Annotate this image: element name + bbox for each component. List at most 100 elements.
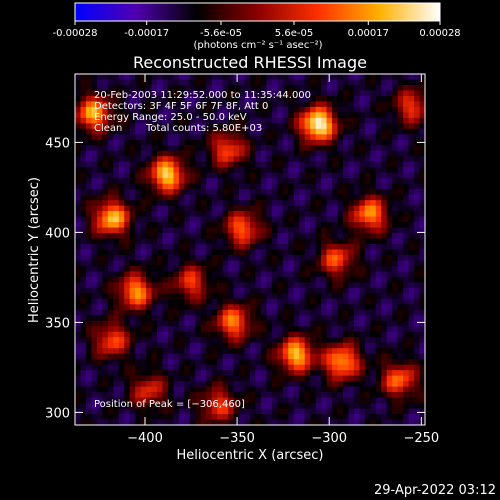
heatmap-cell: [364, 364, 371, 371]
heatmap-cell: [75, 265, 82, 273]
heatmap-cell: [146, 150, 153, 157]
heatmap-cell: [266, 172, 273, 179]
heatmap-cell: [206, 79, 213, 86]
heatmap-cell: [288, 167, 295, 174]
heatmap-cell: [299, 216, 306, 223]
heatmap-cell: [151, 84, 158, 92]
heatmap-cell: [75, 216, 82, 223]
heatmap-cell: [85, 227, 93, 234]
heatmap-cell: [266, 134, 273, 141]
heatmap-cell: [167, 194, 175, 201]
heatmap-cell: [189, 161, 196, 168]
heatmap-cell: [157, 112, 164, 119]
heatmap-cell: [321, 178, 328, 185]
heatmap-cell: [266, 90, 273, 97]
heatmap-cell: [184, 364, 191, 371]
heatmap-cell: [419, 353, 425, 360]
heatmap-cell: [228, 139, 235, 146]
heatmap-cell: [321, 271, 328, 278]
heatmap-cell: [348, 194, 355, 201]
heatmap-cell: [85, 233, 93, 240]
heatmap-cell: [414, 150, 421, 157]
heatmap-cell: [299, 304, 306, 311]
colorbar-ticks: -0.00028 -0.00017 -5.6e-05 5.6e-05 0.00017 0.…: [53, 21, 461, 39]
heatmap-cell: [255, 315, 262, 322]
heatmap-cell: [135, 298, 142, 305]
heatmap-cell: [75, 205, 82, 212]
heatmap-cell: [386, 145, 393, 152]
heatmap-cell: [140, 95, 147, 103]
heatmap-cell: [304, 271, 311, 278]
heatmap-cell: [288, 337, 295, 344]
heatmap-cell: [271, 359, 278, 366]
heatmap-cell: [397, 233, 404, 240]
heatmap-cell: [173, 227, 180, 234]
heatmap-cell: [102, 381, 109, 388]
heatmap-cell: [140, 287, 147, 294]
heatmap-cell: [233, 271, 240, 278]
heatmap-cell: [392, 364, 399, 371]
heatmap-cell: [321, 386, 328, 393]
heatmap-cell: [239, 161, 246, 168]
heatmap-cell: [80, 353, 87, 360]
heatmap-cell: [392, 238, 399, 245]
heatmap-cell: [315, 134, 322, 141]
heatmap-cell: [195, 320, 202, 327]
heatmap-cell: [271, 254, 278, 262]
heatmap-cell: [189, 337, 196, 344]
heatmap-cell: [359, 238, 366, 245]
heatmap-cell: [195, 101, 202, 108]
y-tick-label: 450: [45, 136, 70, 151]
heatmap-cell: [211, 244, 218, 251]
heatmap-cell: [113, 156, 120, 163]
heatmap-cell: [381, 293, 388, 300]
heatmap-cell: [173, 183, 180, 190]
heatmap-cell: [107, 397, 114, 404]
heatmap-cell: [370, 178, 377, 185]
heatmap-cell: [239, 276, 246, 283]
heatmap-cell: [173, 161, 180, 168]
heatmap-cell: [250, 392, 257, 399]
heatmap-cell: [228, 238, 235, 245]
heatmap-cell: [419, 265, 425, 273]
heatmap-cell: [217, 419, 224, 425]
heatmap-cell: [113, 309, 120, 316]
heatmap-cell: [337, 117, 344, 124]
heatmap-cell: [178, 298, 185, 305]
heatmap-cell: [293, 348, 300, 355]
heatmap-cell: [266, 320, 273, 327]
heatmap-cell: [348, 298, 355, 305]
heatmap-cell: [173, 79, 180, 86]
heatmap-cell: [408, 145, 415, 152]
heatmap-cell: [184, 392, 191, 399]
heatmap-cell: [293, 408, 300, 415]
heatmap-cell: [277, 276, 284, 283]
heatmap-cell: [195, 222, 202, 229]
heatmap-cell: [102, 265, 109, 273]
heatmap-cell: [310, 222, 317, 229]
heatmap-cell: [348, 74, 355, 81]
heatmap-cell: [113, 254, 120, 262]
heatmap-cell: [189, 205, 196, 212]
heatmap-cell: [419, 282, 425, 289]
heatmap-cell: [370, 227, 377, 234]
heatmap-cell: [228, 161, 235, 168]
heatmap-cell: [375, 342, 382, 349]
heatmap-cell: [228, 84, 235, 92]
heatmap-cell: [228, 293, 235, 300]
heatmap-cell: [184, 172, 191, 179]
heatmap-cell: [408, 216, 415, 223]
heatmap-cell: [233, 287, 240, 294]
heatmap-cell: [348, 271, 355, 278]
heatmap-cell: [96, 79, 103, 86]
heatmap-cell: [200, 233, 207, 240]
heatmap-cell: [107, 309, 114, 316]
heatmap-cell: [189, 183, 196, 190]
heatmap-cell: [85, 123, 93, 130]
heatmap-cell: [162, 375, 169, 382]
heatmap-cell: [310, 178, 317, 185]
heatmap-cell: [184, 326, 191, 333]
heatmap-cell: [353, 419, 360, 425]
heatmap-cell: [233, 320, 240, 327]
heatmap-cell: [271, 200, 278, 207]
